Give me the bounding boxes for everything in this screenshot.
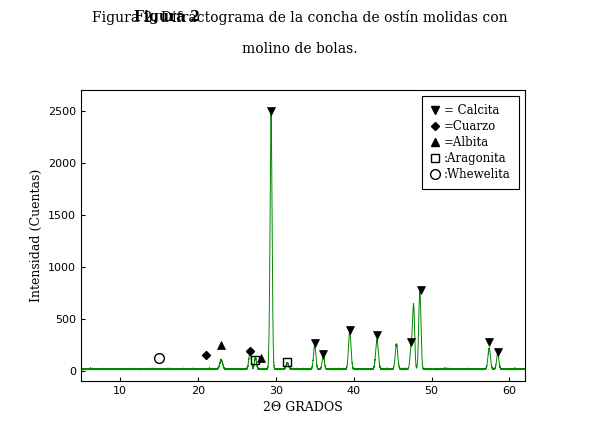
Text: Figura 2. Difractograma de la concha de ostín molidas con: Figura 2. Difractograma de la concha de … [92, 10, 508, 25]
X-axis label: 2Θ GRADOS: 2Θ GRADOS [263, 401, 343, 414]
Legend: = Calcita, =Cuarzo, =Albita, :Aragonita, :Whewelita: = Calcita, =Cuarzo, =Albita, :Aragonita,… [422, 96, 519, 189]
Text: Figura 2: Figura 2 [134, 10, 200, 24]
Y-axis label: Intensidad (Cuentas): Intensidad (Cuentas) [29, 169, 43, 302]
Text: molino de bolas.: molino de bolas. [242, 42, 358, 56]
